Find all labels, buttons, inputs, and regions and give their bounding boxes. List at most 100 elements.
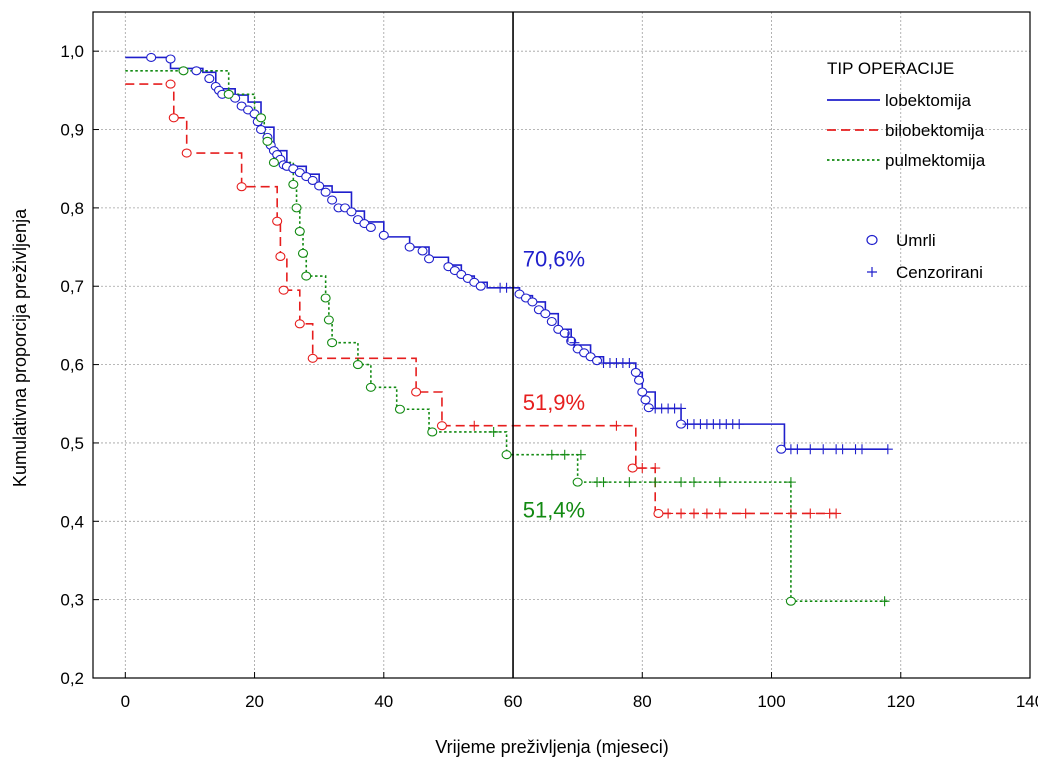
death-marker-lobektomija — [637, 387, 648, 397]
legend: TIP OPERACIJE lobektomija bilobektomija pu… — [827, 59, 986, 170]
death-marker-bilobektomija — [307, 353, 318, 363]
legend-title: TIP OPERACIJE — [827, 59, 954, 78]
death-marker-lobektomija — [204, 74, 215, 84]
death-marker-bilobektomija — [236, 182, 247, 192]
censored-marker-pulmektomija — [598, 477, 609, 488]
censored-marker-bilobektomija — [785, 508, 796, 519]
death-marker-pulmektomija — [301, 271, 312, 281]
death-marker-lobektomija — [776, 444, 787, 454]
survival-curves — [125, 56, 888, 603]
censored-marker-lobektomija — [805, 444, 816, 455]
censored-marker-pulmektomija — [559, 449, 570, 460]
x-tick-label: 80 — [633, 692, 652, 711]
death-marker-pulmektomija — [323, 315, 334, 325]
censored-marker-pulmektomija — [546, 449, 557, 460]
censored-marker-pulmektomija — [650, 477, 661, 488]
censored-marker-bilobektomija — [831, 508, 842, 519]
death-marker-lobektomija — [643, 403, 654, 413]
marker-legend-plus — [867, 267, 877, 277]
censored-marker-lobektomija — [562, 332, 573, 343]
death-marker-pulmektomija — [327, 338, 338, 348]
death-marker-lobektomija — [417, 246, 428, 256]
x-axis-label: Vrijeme preživljenja (mjeseci) — [435, 737, 668, 757]
death-marker-pulmektomija — [294, 226, 305, 236]
death-marker-bilobektomija — [165, 79, 176, 89]
curve-lobektomija — [125, 56, 888, 451]
death-marker-lobektomija — [165, 54, 176, 64]
death-marker-bilobektomija — [436, 421, 448, 431]
censored-marker-pulmektomija — [624, 477, 635, 488]
death-marker-lobektomija — [307, 175, 318, 186]
marker-legend-circle — [866, 234, 878, 246]
death-marker-pulmektomija — [394, 404, 405, 414]
x-tick-label: 40 — [374, 692, 393, 711]
marker-legend-label: Cenzorirani — [896, 263, 983, 282]
censored-marker-pulmektomija — [676, 477, 687, 488]
legend-entries: lobektomija bilobektomija pulmektomija — [827, 91, 986, 170]
censored-marker-lobektomija — [837, 444, 848, 455]
censored-marker-bilobektomija — [688, 508, 699, 519]
marker-legend: Umrli Cenzorirani — [866, 231, 983, 282]
x-tick-label: 0 — [121, 692, 130, 711]
death-marker-bilobektomija — [278, 285, 289, 295]
death-marker-lobektomija — [423, 254, 435, 264]
death-marker-pulmektomija — [255, 113, 267, 123]
death-marker-lobektomija — [146, 52, 157, 62]
death-marker-lobektomija — [191, 66, 202, 76]
x-tick-label: 140 — [1016, 692, 1038, 711]
axis-ticks: 0 20 40 60 80 100 120 140 0,2 0,3 0,4 0,5 0,6 0,7 0,8 0… — [60, 42, 1038, 711]
curve-bilobektomija — [125, 83, 837, 515]
death-marker-lobektomija — [327, 195, 338, 205]
death-marker-pulmektomija — [268, 157, 279, 167]
death-marker-pulmektomija — [365, 382, 376, 392]
x-tick-label: 100 — [757, 692, 785, 711]
y-tick-label: 0,6 — [60, 356, 84, 375]
curve-pulmektomija — [125, 69, 888, 603]
death-marker-pulmektomija — [427, 427, 438, 437]
legend-label-lobektomija: lobektomija — [885, 91, 972, 110]
death-marker-bilobektomija — [627, 463, 638, 473]
death-marker-lobektomija — [475, 281, 486, 291]
censored-marker-lobektomija — [818, 444, 829, 455]
death-marker-lobektomija — [314, 181, 325, 191]
censored-marker-bilobektomija — [805, 508, 816, 519]
censored-marker-bilobektomija — [676, 508, 687, 519]
death-marker-bilobektomija — [653, 508, 664, 519]
censored-marker-bilobektomija — [637, 463, 648, 474]
censored-marker-bilobektomija — [611, 420, 622, 431]
death-marker-pulmektomija — [785, 596, 796, 606]
censored-marker-bilobektomija — [650, 463, 661, 474]
annotation-lobektomija: 70,6% — [523, 247, 585, 272]
death-marker-lobektomija — [546, 316, 557, 327]
grid — [93, 12, 1030, 679]
censored-marker-lobektomija — [624, 358, 635, 369]
plot-frame — [92, 11, 1031, 679]
death-marker-pulmektomija — [352, 360, 363, 370]
death-marker-lobektomija — [320, 187, 331, 197]
annotation-pulmektomija: 51,4% — [523, 497, 585, 522]
death-marker-lobektomija — [255, 124, 267, 135]
y-tick-label: 1,0 — [60, 42, 84, 61]
death-marker-pulmektomija — [320, 293, 331, 303]
censored-marker-pulmektomija — [575, 449, 586, 460]
death-marker-bilobektomija — [272, 216, 283, 226]
death-marker-pulmektomija — [223, 89, 234, 99]
death-marker-bilobektomija — [275, 251, 286, 262]
censored-marker-lobektomija — [856, 444, 867, 455]
death-marker-bilobektomija — [168, 113, 179, 123]
legend-label-pulmektomija: pulmektomija — [885, 151, 986, 170]
death-marker-lobektomija — [378, 230, 389, 240]
death-marker-pulmektomija — [288, 179, 299, 189]
death-marker-bilobektomija — [181, 148, 192, 158]
censored-marker-pulmektomija — [488, 426, 499, 437]
censored-marker-lobektomija — [501, 282, 512, 293]
censored-marker-bilobektomija — [714, 508, 725, 519]
x-tick-label: 120 — [887, 692, 915, 711]
y-tick-label: 0,2 — [60, 669, 84, 688]
death-marker-lobektomija — [540, 309, 551, 319]
death-marker-lobektomija — [640, 395, 651, 405]
y-axis-label: Kumulativna proporcija preživljenja — [10, 208, 30, 487]
death-marker-bilobektomija — [294, 319, 305, 329]
death-marker-lobektomija — [630, 367, 641, 377]
death-marker-pulmektomija — [291, 203, 302, 213]
